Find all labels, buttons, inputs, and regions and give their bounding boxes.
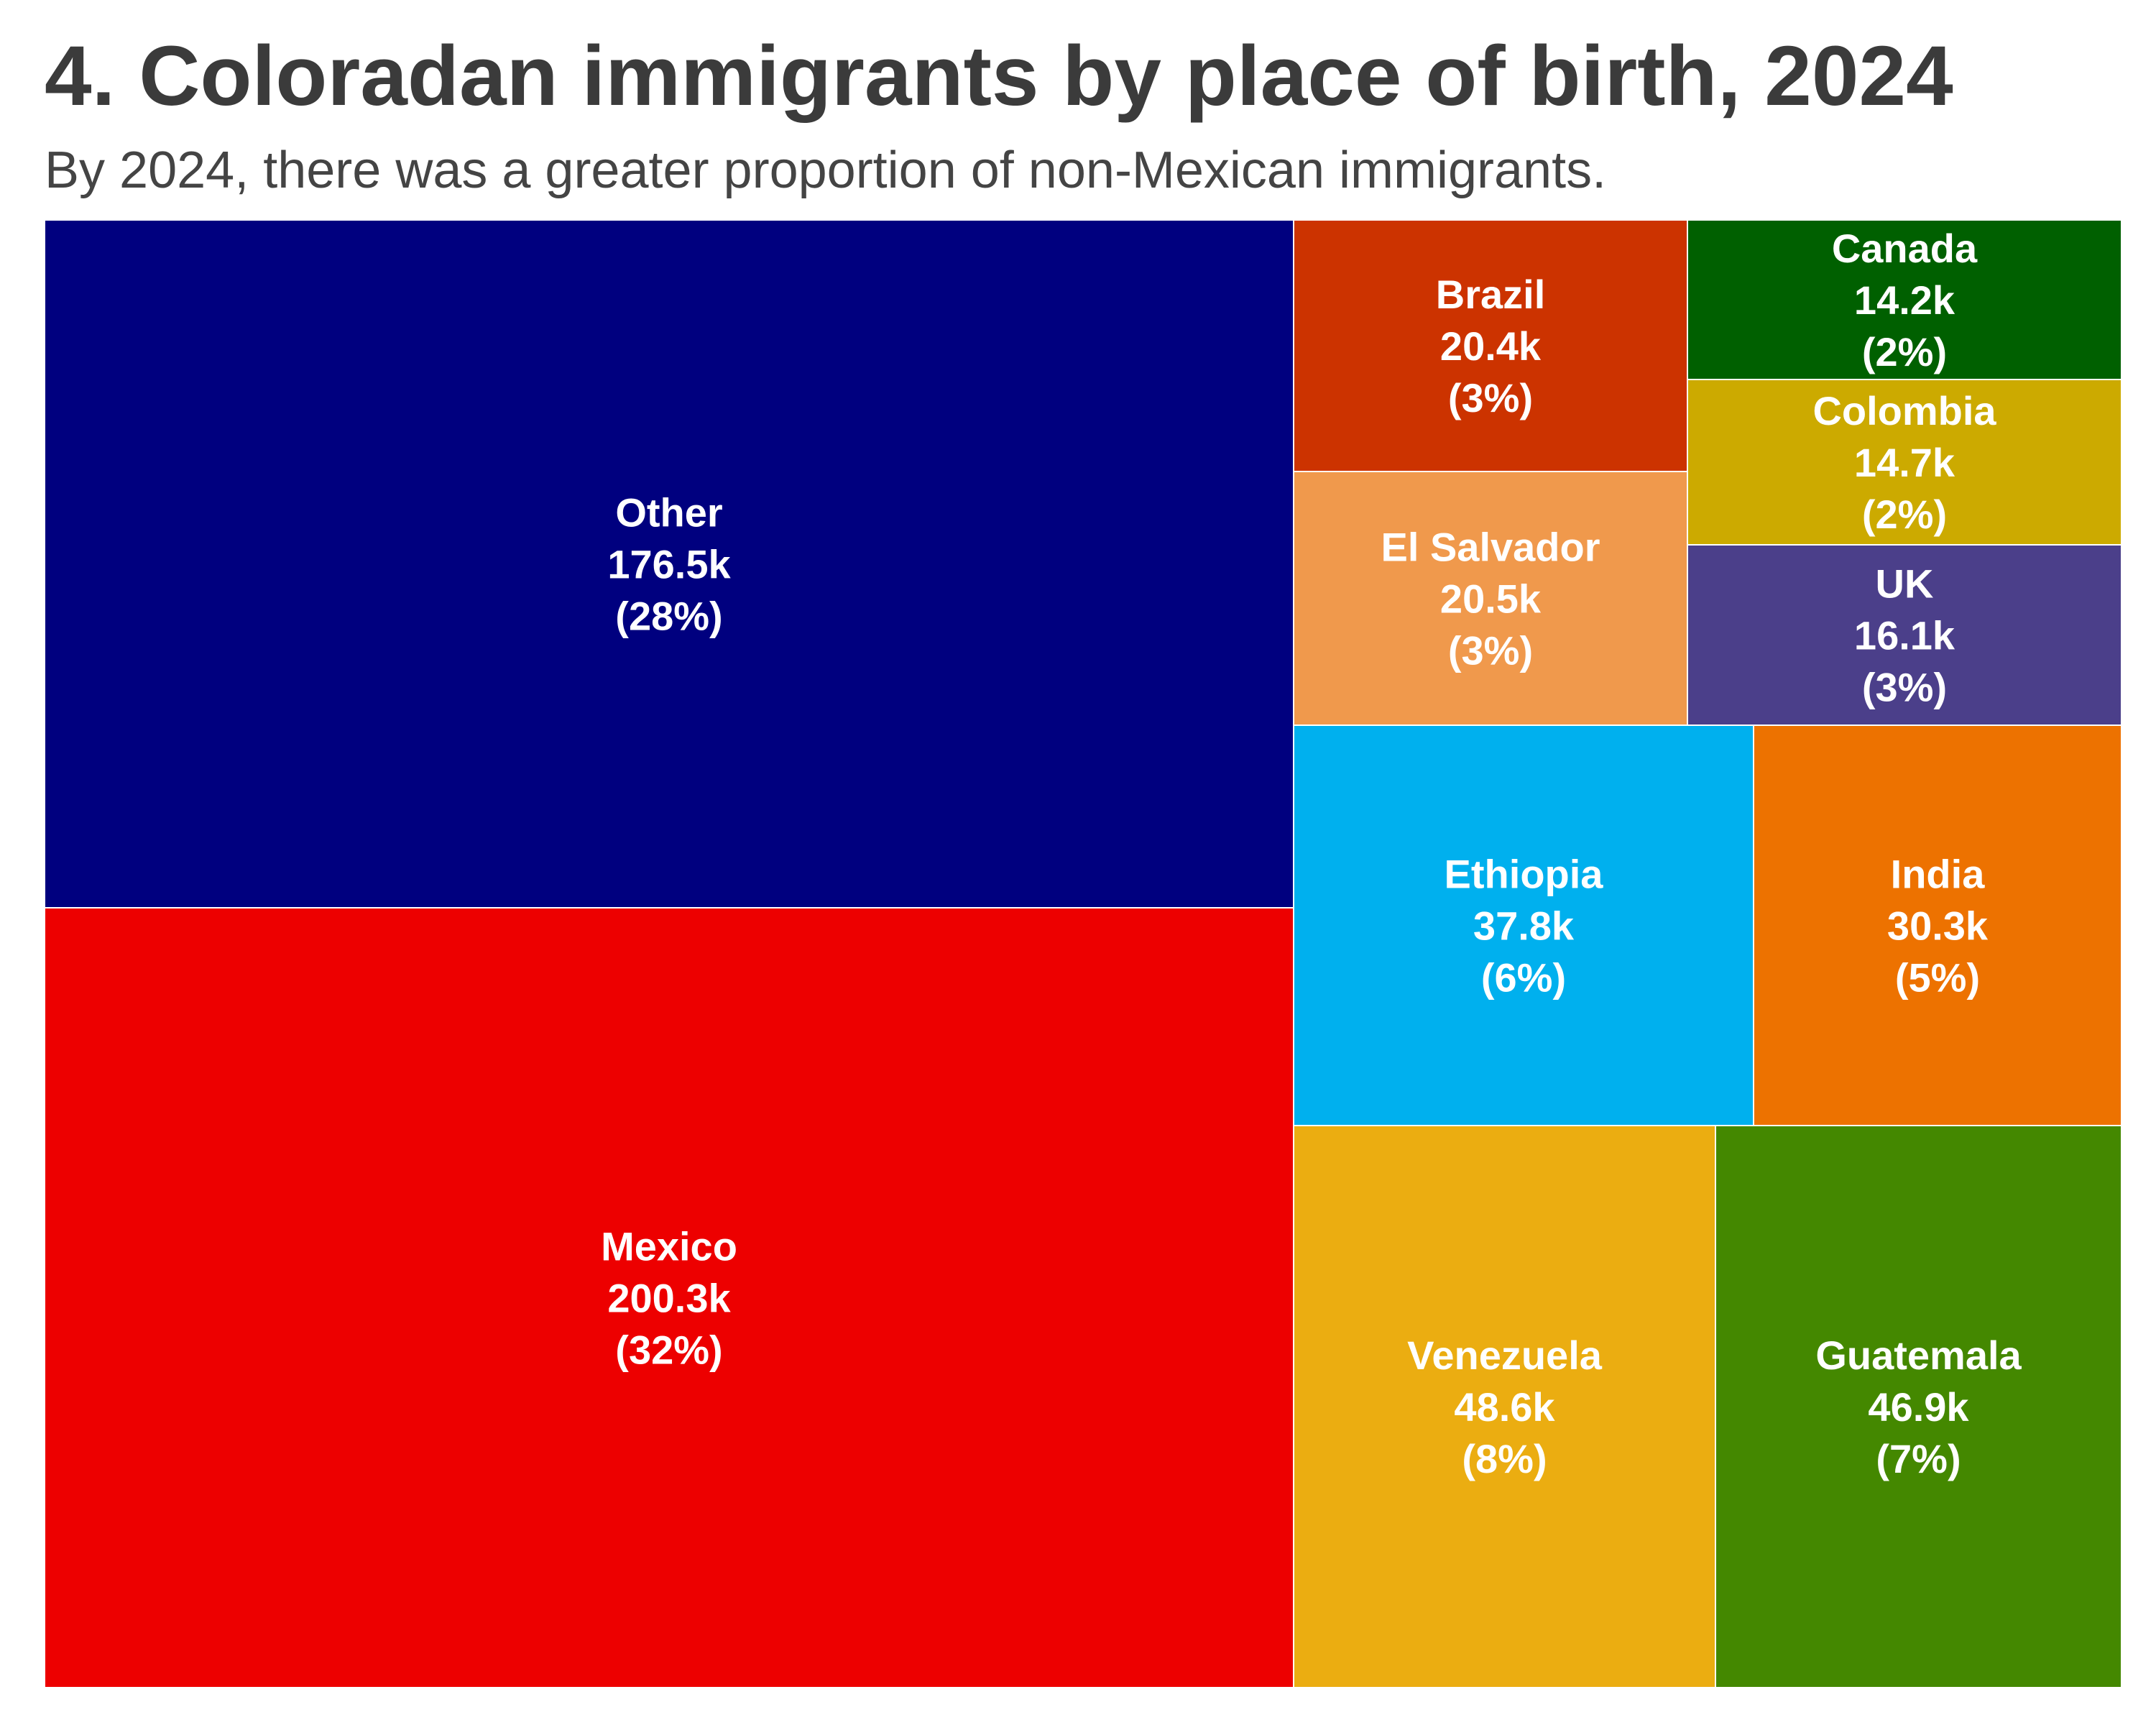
tile-name-colombia: Colombia (1812, 388, 1996, 433)
tile-share-other: (28%) (615, 594, 722, 639)
tile-value-canada: 14.2k (1854, 277, 1955, 323)
tile-rect-el-salvador (1293, 471, 1688, 726)
tile-share-mexico: (32%) (615, 1328, 722, 1373)
tile-name-uk: UK (1876, 561, 1934, 607)
treemap-tile-india: India 30.3k (5%) (1753, 724, 2122, 1126)
tile-share-venezuela: (8%) (1462, 1436, 1547, 1481)
treemap-tile-ethiopia: Ethiopia 37.8k (6%) (1293, 724, 1754, 1126)
tile-value-mexico: 200.3k (607, 1276, 731, 1321)
tile-rect-canada (1687, 219, 2122, 380)
treemap-tile-colombia: Colombia 14.7k (2%) (1687, 379, 2122, 546)
tile-share-india: (5%) (1895, 955, 1980, 1000)
tile-rect-venezuela (1293, 1125, 1716, 1688)
tile-value-ethiopia: 37.8k (1473, 903, 1575, 949)
tile-rect-uk (1687, 544, 2122, 726)
tile-value-venezuela: 48.6k (1454, 1384, 1555, 1430)
tile-name-brazil: Brazil (1436, 272, 1546, 317)
tile-name-guatemala: Guatemala (1815, 1333, 2022, 1378)
tile-value-guatemala: 46.9k (1868, 1384, 1969, 1430)
tile-value-other: 176.5k (607, 542, 731, 587)
tile-share-el-salvador: (3%) (1448, 628, 1533, 673)
tile-value-colombia: 14.7k (1854, 440, 1955, 485)
treemap-tile-canada: Canada 14.2k (2%) (1687, 219, 2122, 380)
treemap-tile-other: Other 176.5k (28%) (44, 219, 1294, 908)
tile-value-india: 30.3k (1887, 903, 1989, 949)
treemap-tile-el-salvador: El Salvador 20.5k (3%) (1293, 471, 1688, 726)
tile-name-el-salvador: El Salvador (1381, 525, 1600, 570)
tile-share-guatemala: (7%) (1876, 1436, 1961, 1481)
treemap-tile-guatemala: Guatemala 46.9k (7%) (1715, 1125, 2122, 1688)
treemap-tile-mexico: Mexico 200.3k (32%) (44, 907, 1294, 1688)
tile-name-mexico: Mexico (601, 1224, 737, 1269)
tile-rect-mexico (44, 907, 1294, 1688)
tile-rect-ethiopia (1293, 724, 1754, 1126)
tile-value-uk: 16.1k (1854, 613, 1955, 658)
tile-name-canada: Canada (1832, 226, 1978, 271)
tile-share-brazil: (3%) (1448, 375, 1533, 420)
tile-name-india: India (1891, 852, 1986, 897)
tile-name-ethiopia: Ethiopia (1445, 852, 1604, 897)
chart-title: 4. Coloradan immigrants by place of birt… (45, 29, 1953, 124)
tile-share-colombia: (2%) (1862, 492, 1947, 537)
chart-subtitle: By 2024, there was a greater proportion … (45, 142, 1607, 199)
tile-value-brazil: 20.4k (1440, 323, 1542, 369)
tile-rect-brazil (1293, 219, 1688, 472)
treemap-tile-venezuela: Venezuela 48.6k (8%) (1293, 1125, 1716, 1688)
treemap-tile-brazil: Brazil 20.4k (3%) (1293, 219, 1688, 472)
tile-share-canada: (2%) (1862, 329, 1947, 374)
tile-rect-other (44, 219, 1294, 908)
tile-share-uk: (3%) (1862, 665, 1947, 710)
tile-rect-colombia (1687, 379, 2122, 546)
treemap-tile-uk: UK 16.1k (3%) (1687, 544, 2122, 726)
tile-name-other: Other (615, 490, 722, 535)
tile-share-ethiopia: (6%) (1481, 955, 1566, 1000)
tile-rect-guatemala (1715, 1125, 2122, 1688)
tile-value-el-salvador: 20.5k (1440, 576, 1542, 622)
tile-name-venezuela: Venezuela (1407, 1333, 1603, 1378)
